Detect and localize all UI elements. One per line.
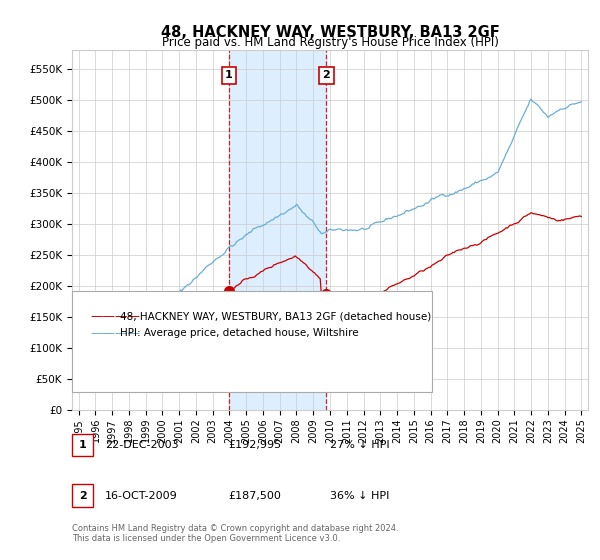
Text: ————: ———— — [90, 310, 140, 323]
Text: 48, HACKNEY WAY, WESTBURY, BA13 2GF (detached house): 48, HACKNEY WAY, WESTBURY, BA13 2GF (det… — [120, 311, 431, 321]
Text: 27% ↓ HPI: 27% ↓ HPI — [330, 440, 389, 450]
Text: £192,995: £192,995 — [228, 440, 281, 450]
Text: £187,500: £187,500 — [228, 491, 281, 501]
Text: 2: 2 — [79, 491, 86, 501]
Text: Price paid vs. HM Land Registry's House Price Index (HPI): Price paid vs. HM Land Registry's House … — [161, 36, 499, 49]
Text: 22-DEC-2003: 22-DEC-2003 — [105, 440, 179, 450]
Text: ————: ———— — [90, 326, 140, 340]
Bar — [229, 50, 326, 410]
Text: 1: 1 — [79, 440, 86, 450]
Text: 16-OCT-2009: 16-OCT-2009 — [105, 491, 178, 501]
Text: Contains HM Land Registry data © Crown copyright and database right 2024.
This d: Contains HM Land Registry data © Crown c… — [72, 524, 398, 543]
Text: 36% ↓ HPI: 36% ↓ HPI — [330, 491, 389, 501]
Text: 1: 1 — [225, 70, 233, 80]
Text: HPI: Average price, detached house, Wiltshire: HPI: Average price, detached house, Wilt… — [120, 328, 359, 338]
Text: 2: 2 — [323, 70, 331, 80]
Text: 48, HACKNEY WAY, WESTBURY, BA13 2GF: 48, HACKNEY WAY, WESTBURY, BA13 2GF — [161, 25, 499, 40]
